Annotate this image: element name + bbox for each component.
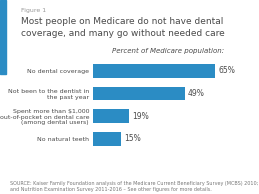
Text: 19%: 19% xyxy=(132,112,148,121)
Text: Figure 1: Figure 1 xyxy=(21,8,46,13)
Text: 65%: 65% xyxy=(218,66,235,75)
Text: Most people on Medicare do not have dental
coverage, and many go without needed : Most people on Medicare do not have dent… xyxy=(21,17,225,38)
Bar xyxy=(93,87,185,100)
Text: SOURCE: Kaiser Family Foundation analysis of the Medicare Current Beneficiary Su: SOURCE: Kaiser Family Foundation analysi… xyxy=(10,181,259,192)
Bar xyxy=(93,109,129,123)
Bar xyxy=(93,64,215,78)
Text: KFF: KFF xyxy=(228,175,249,185)
Bar xyxy=(93,132,121,146)
Text: Percent of Medicare population:: Percent of Medicare population: xyxy=(112,48,224,54)
Text: 49%: 49% xyxy=(188,89,205,98)
Text: 15%: 15% xyxy=(124,134,141,143)
